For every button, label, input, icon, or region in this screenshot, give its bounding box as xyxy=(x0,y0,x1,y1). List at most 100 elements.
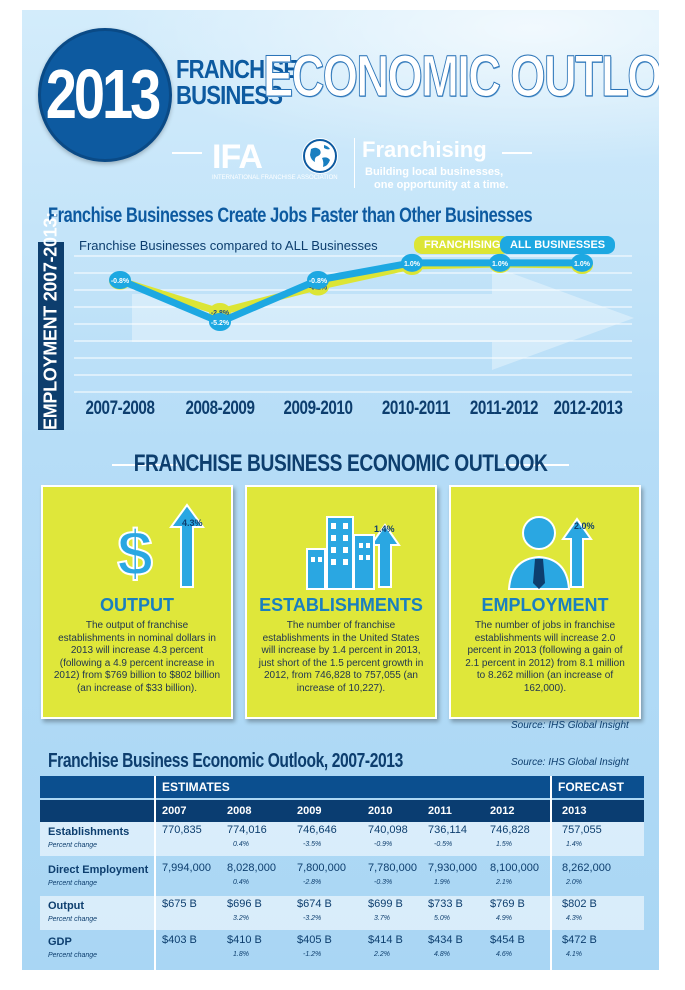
table-cell: $733 B xyxy=(428,898,463,910)
x-tick-label: 2008-2009 xyxy=(185,398,255,419)
section-rule-left xyxy=(112,464,177,466)
card-output-badge: 4.3% xyxy=(182,518,203,528)
data-label: -0.8% xyxy=(111,278,130,285)
table-cell: $434 B xyxy=(428,934,463,946)
infographic-poster: 2013 FRANCHISE BUSINESS ECONOMIC OUTLOOK… xyxy=(22,10,659,970)
table-cell: $699 B xyxy=(368,898,403,910)
table-percent-cell: -1.2% xyxy=(303,951,322,958)
table-row-sublabel: Percent change xyxy=(48,880,98,887)
header-title: ECONOMIC OUTLOOK xyxy=(263,44,659,110)
table-estimates-label: ESTIMATES xyxy=(162,780,230,794)
header-year: 2013 xyxy=(45,54,162,133)
franchising-tagline-1: Building local businesses, xyxy=(365,166,504,178)
logo-divider xyxy=(354,138,355,188)
table-year-header: 2011 xyxy=(428,805,452,817)
logo-rule-right xyxy=(502,152,532,154)
x-tick-label: 2010-2011 xyxy=(381,398,451,419)
table-row-sublabel: Percent change xyxy=(48,952,98,959)
data-point xyxy=(307,271,329,289)
data-point xyxy=(489,253,511,272)
year-circle xyxy=(38,28,172,162)
table-divider xyxy=(154,776,156,970)
table-cell: $674 B xyxy=(297,898,332,910)
table-cell: $414 B xyxy=(368,934,403,946)
table-percent-cell: 4.6% xyxy=(496,951,512,958)
table-percent-cell: 0.4% xyxy=(233,841,249,848)
building-icon xyxy=(306,516,401,590)
dollar-icon: $ xyxy=(116,503,205,590)
data-label: -0.8% xyxy=(309,278,328,285)
data-label: 1.0% xyxy=(574,261,591,268)
table-year-header: 2007 xyxy=(162,805,187,817)
ifa-subtitle: INTERNATIONAL FRANCHISE ASSOCIATION xyxy=(212,175,338,181)
card-employment-text: The number of jobs in franchise establis… xyxy=(465,620,625,694)
card-establishments-text: The number of franchise establishments i… xyxy=(258,620,424,694)
table-row-label: Establishments xyxy=(48,826,130,838)
table-percent-cell: 1.5% xyxy=(496,841,512,848)
table-year-header: 2010 xyxy=(368,805,393,817)
table-percent-cell: 4.9% xyxy=(496,915,512,922)
x-tick-label: 2009-2010 xyxy=(283,398,353,419)
table-row-label: Output xyxy=(48,900,85,912)
data-label: -5.2% xyxy=(211,320,230,327)
table-percent-cell: 2.2% xyxy=(374,951,390,958)
table-header-bar xyxy=(40,776,644,798)
table-cell: 8,262,000 xyxy=(562,862,611,874)
table-year-header: 2012 xyxy=(490,805,515,817)
table-year-row xyxy=(40,800,644,822)
header-line-franchise: FRANCHISE xyxy=(176,54,298,84)
table-cell: $696 B xyxy=(227,898,262,910)
card-establishments: 1.4% ESTABLISHMENTS The number of franch… xyxy=(245,485,437,719)
background-arrow xyxy=(132,266,634,370)
chart-title: Franchise Businesses compared to ALL Bus… xyxy=(79,238,378,253)
table-row-sublabel: Percent change xyxy=(48,916,98,923)
table-row xyxy=(40,896,644,930)
table-cell: $675 B xyxy=(162,898,197,910)
table-cell: 740,098 xyxy=(368,824,408,836)
table-percent-cell: -3.2% xyxy=(303,915,322,922)
card-employment: 2.0% EMPLOYMENT The number of jobs in fr… xyxy=(449,485,641,719)
table-cell: 7,930,000 xyxy=(428,862,477,874)
table-row xyxy=(40,932,644,966)
card-employment-badge: 2.0% xyxy=(574,521,595,531)
logo-rule-left xyxy=(172,152,202,154)
source-note: Source: IHS Global Insight xyxy=(511,757,629,768)
section-title-table: Franchise Business Economic Outlook, 200… xyxy=(48,750,403,772)
x-tick-label: 2012-2013 xyxy=(553,398,623,419)
table-percent-cell: 2.0% xyxy=(566,879,582,886)
table-row xyxy=(40,822,644,856)
legend-franchising: FRANCHISING xyxy=(414,236,511,254)
table-percent-cell: -0.9% xyxy=(374,841,393,848)
table-percent-cell: -0.5% xyxy=(434,841,453,848)
table-percent-cell: -0.3% xyxy=(374,879,393,886)
franchising-tagline-2: one opportunity at a time. xyxy=(374,179,509,191)
card-output-title: OUTPUT xyxy=(100,595,174,615)
table-cell: 770,835 xyxy=(162,824,202,836)
table-cell: $454 B xyxy=(490,934,525,946)
chart-y-label-box: EMPLOYMENT 2007-2013: xyxy=(38,212,64,430)
table-divider xyxy=(550,776,552,970)
table-percent-cell: 3.2% xyxy=(233,915,249,922)
table-forecast-label: FORECAST xyxy=(558,780,624,794)
line-chart: 0.4%-2.8%-0.2%1.9%2.1%2.0%-0.8%-5.2%-0.8… xyxy=(74,253,634,393)
legend-all-businesses: ALL BUSINESSES xyxy=(500,236,616,254)
table-cell: 736,114 xyxy=(428,824,467,836)
table-percent-cell: 3.7% xyxy=(374,915,390,922)
table-cell: $769 B xyxy=(490,898,525,910)
table-year-header: 2008 xyxy=(227,805,252,817)
table-row-label: Direct Employment xyxy=(48,864,149,876)
data-point xyxy=(209,313,231,331)
svg-text:$: $ xyxy=(117,517,153,589)
table-year-header: 2009 xyxy=(297,805,322,817)
table-cell: 7,800,000 xyxy=(297,862,346,874)
ifa-logo: IFA xyxy=(212,138,263,176)
series-line-all-businesses xyxy=(118,259,582,326)
table-cell: $472 B xyxy=(562,934,597,946)
franchising-logo: Franchising xyxy=(362,137,487,162)
data-point xyxy=(571,253,593,272)
table-cell: $410 B xyxy=(227,934,262,946)
x-tick-label: 2011-2012 xyxy=(469,398,539,419)
table-cell: $403 B xyxy=(162,934,197,946)
data-label: 1.0% xyxy=(492,261,509,268)
table-cell: $405 B xyxy=(297,934,332,946)
